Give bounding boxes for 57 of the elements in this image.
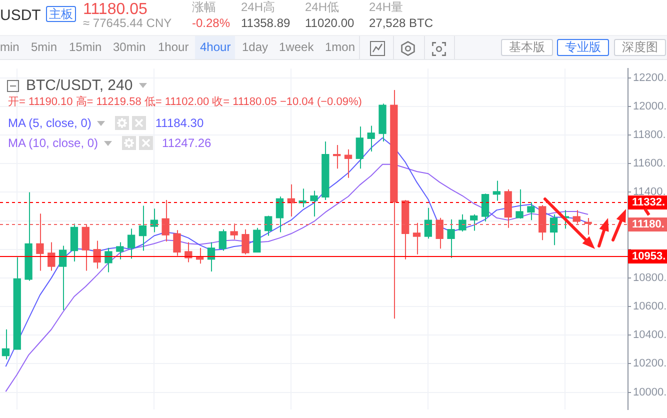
candlestick [458, 214, 466, 232]
candlestick [390, 90, 398, 320]
ref-line-label: 11332. [632, 196, 666, 209]
text: 24H低 [305, 0, 340, 14]
text: USDT [0, 7, 41, 24]
candlestick [36, 213, 44, 272]
text: 5min [31, 40, 58, 54]
y-tick-label: 12200. [633, 72, 667, 84]
candlestick [173, 230, 181, 256]
text: 1week [279, 40, 314, 54]
y-tick-label: 10800. [633, 272, 667, 284]
y-tick-label: 10400. [633, 329, 667, 342]
text: 24H高 [241, 0, 276, 14]
candlestick [378, 103, 386, 142]
candlestick [527, 202, 535, 221]
button[interactable]: 基本版 [501, 39, 553, 56]
candlestick [116, 242, 124, 260]
text: 11358.89 [241, 16, 290, 30]
text: -0.28% [192, 16, 230, 30]
text: 15min [69, 40, 102, 54]
text: MA (10, close, 0) [8, 136, 98, 150]
button[interactable]: 深度图 [614, 39, 666, 56]
candlestick [447, 218, 455, 258]
text: 涨幅 [192, 0, 216, 14]
tab[interactable]: 4hour [195, 36, 235, 59]
text: MA (5, close, 0) [8, 116, 92, 130]
annotation: 11247.26 [162, 136, 212, 150]
y-tick-label: 10200. [633, 358, 667, 370]
text: 30min [113, 40, 146, 54]
y-tick-label: 11600. [633, 158, 666, 170]
text: 24H量 [369, 0, 404, 14]
ref-line-label: 11180. [632, 218, 664, 231]
annotation: 开= 11190.10 高= 11219.58 低= 11102.00 收= 11180.05 −10.04 (−0.09%) [8, 96, 362, 109]
y-tick-label: 12000. [633, 100, 667, 112]
text: BTC/USDT, 240 [26, 77, 133, 94]
text: 1mon [325, 40, 356, 54]
text: 11020.00 [305, 16, 354, 30]
candlestick [572, 210, 580, 224]
text: 1day [242, 40, 268, 54]
button[interactable]: 专业版 [557, 39, 609, 56]
annotation: 11184.30 [155, 116, 204, 130]
text: min [0, 40, 20, 54]
badge: 主板 [46, 6, 76, 22]
y-tick-label: 10600. [633, 300, 667, 313]
candlestick [242, 228, 250, 255]
text: ≈ 77645.44 CNY [83, 16, 172, 30]
text: 11180.05 [83, 1, 148, 18]
text: 1hour [158, 40, 189, 54]
candlestick [230, 223, 238, 240]
candlestick [412, 222, 421, 255]
text: 27,528 BTC [369, 16, 434, 30]
y-tick-label: 11800. [633, 129, 666, 142]
candlestick [516, 188, 524, 220]
candlestick [344, 148, 352, 178]
y-tick-label: 10000. [633, 386, 667, 398]
y-tick-label: 11400. [633, 186, 666, 198]
ref-line-label: 10953. [632, 250, 666, 263]
